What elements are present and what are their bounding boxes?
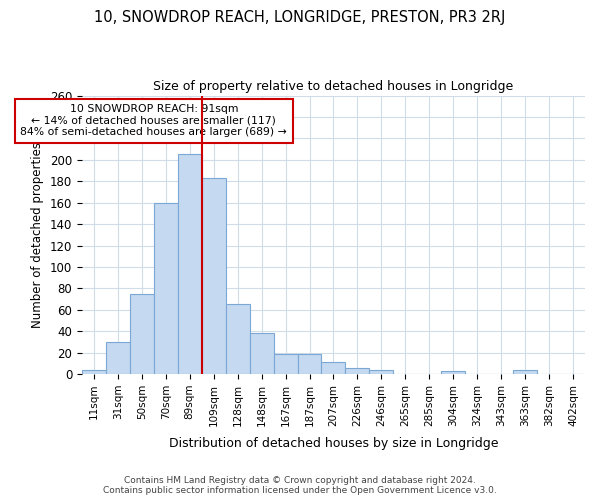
Bar <box>154 202 178 374</box>
Bar <box>322 362 346 374</box>
Bar <box>370 370 394 374</box>
Text: 10 SNOWDROP REACH: 91sqm
← 14% of detached houses are smaller (117)
84% of semi-: 10 SNOWDROP REACH: 91sqm ← 14% of detach… <box>20 104 287 138</box>
Bar <box>298 354 322 374</box>
Bar <box>130 294 154 374</box>
Bar <box>226 304 250 374</box>
Bar <box>202 178 226 374</box>
X-axis label: Distribution of detached houses by size in Longridge: Distribution of detached houses by size … <box>169 437 498 450</box>
Text: Contains HM Land Registry data © Crown copyright and database right 2024.
Contai: Contains HM Land Registry data © Crown c… <box>103 476 497 495</box>
Y-axis label: Number of detached properties: Number of detached properties <box>31 142 44 328</box>
Bar <box>178 154 202 374</box>
Title: Size of property relative to detached houses in Longridge: Size of property relative to detached ho… <box>154 80 514 93</box>
Bar <box>346 368 370 374</box>
Bar <box>513 370 537 374</box>
Bar <box>441 371 465 374</box>
Bar <box>274 354 298 374</box>
Bar <box>106 342 130 374</box>
Text: 10, SNOWDROP REACH, LONGRIDGE, PRESTON, PR3 2RJ: 10, SNOWDROP REACH, LONGRIDGE, PRESTON, … <box>94 10 506 25</box>
Bar <box>250 334 274 374</box>
Bar <box>82 370 106 374</box>
